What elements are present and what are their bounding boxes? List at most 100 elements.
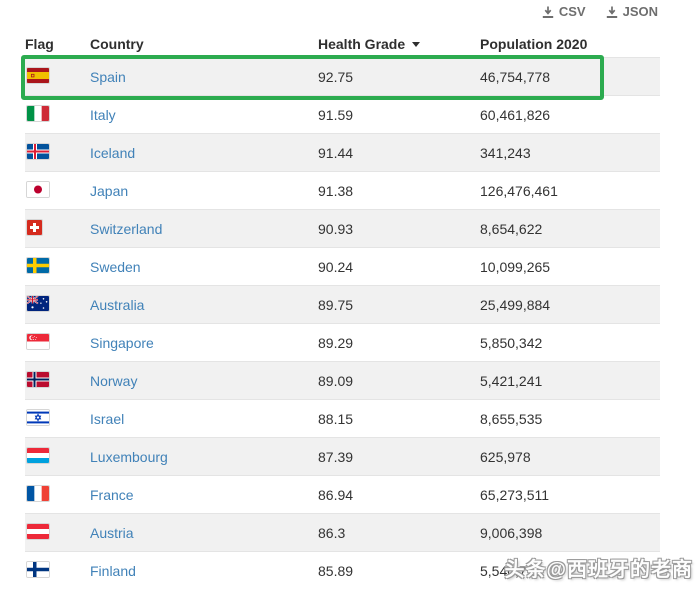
download-icon: [542, 6, 554, 18]
health-grade-value: 91.38: [318, 182, 354, 199]
table-row: France 86.94 65,273,511: [25, 475, 660, 513]
country-cell: Switzerland: [90, 221, 318, 237]
table-body: Spain 92.75 46,754,778 Italy 91.59 60,461,826…: [25, 57, 660, 589]
table-row: Iceland 91.44 341,243: [25, 133, 660, 171]
country-link[interactable]: France: [90, 486, 134, 503]
table-row: Finland 85.89 5,540,720: [25, 551, 660, 589]
population-value: 8,654,622: [480, 220, 543, 237]
export-csv-label: CSV: [558, 4, 586, 19]
iceland-flag: [26, 143, 50, 160]
country-cell: Israel: [90, 411, 318, 427]
column-header-country[interactable]: Country: [90, 35, 144, 52]
country-link[interactable]: Australia: [90, 296, 145, 313]
table-row: Spain 92.75 46,754,778: [25, 57, 660, 95]
country-link[interactable]: Iceland: [90, 144, 136, 161]
flag-cell: [25, 105, 90, 124]
flag-cell: [25, 295, 90, 314]
health-grade-value: 89.75: [318, 296, 354, 313]
flag-cell: [25, 257, 90, 276]
health-grade-value: 86.94: [318, 486, 354, 503]
table-row: Austria 86.3 9,006,398: [25, 513, 660, 551]
country-link[interactable]: Norway: [90, 372, 138, 389]
table-row: Luxembourg 87.39 625,978: [25, 437, 660, 475]
country-link[interactable]: Austria: [90, 524, 134, 541]
france-flag: [26, 485, 50, 502]
health-grade-value: 86.3: [318, 524, 346, 541]
table-row: Singapore 89.29 5,850,342: [25, 323, 660, 361]
table-row: Italy 91.59 60,461,826: [25, 95, 660, 133]
country-link[interactable]: Japan: [90, 182, 129, 199]
health-grade-value: 91.59: [318, 106, 354, 123]
column-header-health-grade[interactable]: Health Grade: [318, 36, 480, 52]
sort-desc-caret-icon: [412, 41, 421, 47]
population-value: 5,850,342: [480, 334, 543, 351]
singapore-flag: [26, 333, 50, 350]
switzerland-flag: [26, 219, 43, 236]
health-grade-value: 90.93: [318, 220, 354, 237]
country-link[interactable]: Singapore: [90, 334, 154, 351]
country-link[interactable]: Spain: [90, 68, 126, 85]
country-cell: Norway: [90, 373, 318, 389]
norway-flag: [26, 371, 50, 388]
flag-cell: [25, 485, 90, 504]
country-link[interactable]: Italy: [90, 106, 116, 123]
health-grade-value: 89.09: [318, 372, 354, 389]
table-row: Switzerland 90.93 8,654,622: [25, 209, 660, 247]
flag-cell: [25, 523, 90, 542]
flag-cell: [25, 409, 90, 428]
flag-cell: [25, 67, 90, 86]
population-value: 8,655,535: [480, 410, 543, 427]
flag-cell: [25, 143, 90, 162]
flag-cell: [25, 181, 90, 200]
health-grade-value: 87.39: [318, 448, 354, 465]
population-value: 10,099,265: [480, 258, 551, 275]
austria-flag: [26, 523, 50, 540]
population-value: 65,273,511: [480, 486, 550, 503]
flag-cell: [25, 371, 90, 390]
country-cell: Iceland: [90, 145, 318, 161]
country-link[interactable]: Luxembourg: [90, 448, 168, 465]
country-link[interactable]: Switzerland: [90, 220, 163, 237]
health-grade-value: 88.15: [318, 410, 354, 427]
country-link[interactable]: Israel: [90, 410, 125, 427]
italy-flag: [26, 105, 50, 122]
export-json-label: JSON: [622, 4, 658, 19]
country-cell: Spain: [90, 69, 318, 85]
country-cell: Singapore: [90, 335, 318, 351]
health-grade-value: 90.24: [318, 258, 354, 275]
table-row: Israel 88.15 8,655,535: [25, 399, 660, 437]
country-cell: France: [90, 487, 318, 503]
column-header-health-grade-label: Health Grade: [318, 35, 406, 52]
population-value: 625,978: [480, 448, 531, 465]
country-link[interactable]: Sweden: [90, 258, 141, 275]
finland-flag: [26, 561, 50, 578]
population-value: 5,540,720: [480, 562, 543, 579]
export-csv-button[interactable]: CSV: [542, 4, 586, 19]
japan-flag: [26, 181, 50, 198]
population-value: 46,754,778: [480, 68, 551, 85]
country-cell: Luxembourg: [90, 449, 318, 465]
table-row: Sweden 90.24 10,099,265: [25, 247, 660, 285]
health-grade-value: 92.75: [318, 68, 354, 85]
health-grade-value: 85.89: [318, 562, 354, 579]
spain-flag: [26, 67, 50, 84]
australia-flag: [26, 295, 50, 312]
population-value: 341,243: [480, 144, 531, 161]
table-row: Japan 91.38 126,476,461: [25, 171, 660, 209]
column-header-population[interactable]: Population 2020: [480, 35, 588, 52]
population-value: 9,006,398: [480, 524, 543, 541]
country-link[interactable]: Finland: [90, 562, 136, 579]
country-cell: Australia: [90, 297, 318, 313]
population-value: 126,476,461: [480, 182, 558, 199]
health-grade-value: 91.44: [318, 144, 354, 161]
sweden-flag: [26, 257, 50, 274]
population-value: 5,421,241: [480, 372, 543, 389]
country-cell: Japan: [90, 183, 318, 199]
column-header-flag: Flag: [25, 35, 54, 52]
export-json-button[interactable]: JSON: [606, 4, 658, 19]
download-icon: [606, 6, 618, 18]
table-header-row: Flag Country Health Grade Population 202…: [25, 30, 660, 57]
israel-flag: [26, 409, 50, 426]
luxembourg-flag: [26, 447, 50, 464]
population-value: 60,461,826: [480, 106, 551, 123]
